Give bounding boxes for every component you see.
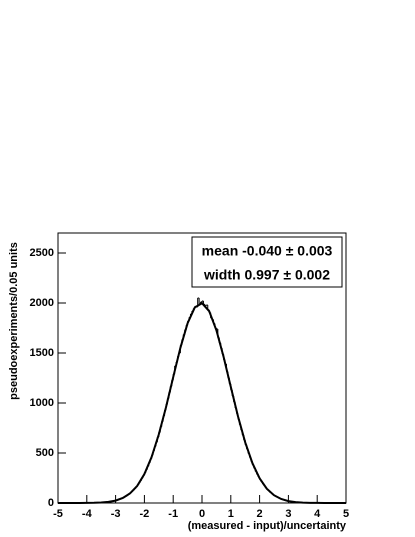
y-tick-label: 1500 [30,347,54,359]
x-tick-label: 5 [343,508,349,520]
x-tick-label: 2 [257,508,263,520]
x-tick-label: -4 [82,508,93,520]
stats-text: width 0.997 ± 0.002 [203,267,330,283]
x-axis-label: (measured - input)/uncertainty [188,520,347,532]
stats-text: mean -0.040 ± 0.003 [202,243,333,259]
y-tick-label: 2500 [30,247,54,259]
x-tick-label: -3 [111,508,121,520]
x-tick-label: -1 [168,508,178,520]
y-tick-label: 500 [36,447,54,459]
y-axis-label: pseudoexperiments/0.05 units [8,242,20,400]
x-tick-label: 4 [314,508,321,520]
y-tick-label: 1000 [30,397,54,409]
fit-curve [58,301,346,504]
y-tick-label: 0 [48,497,54,509]
stats-box [191,236,343,288]
y-tick-label: 2000 [30,297,54,309]
x-tick-label: 0 [199,508,205,520]
x-tick-label: -2 [140,508,150,520]
x-tick-label: 1 [228,508,234,520]
x-tick-label: 3 [285,508,291,520]
x-tick-label: -5 [53,508,63,520]
